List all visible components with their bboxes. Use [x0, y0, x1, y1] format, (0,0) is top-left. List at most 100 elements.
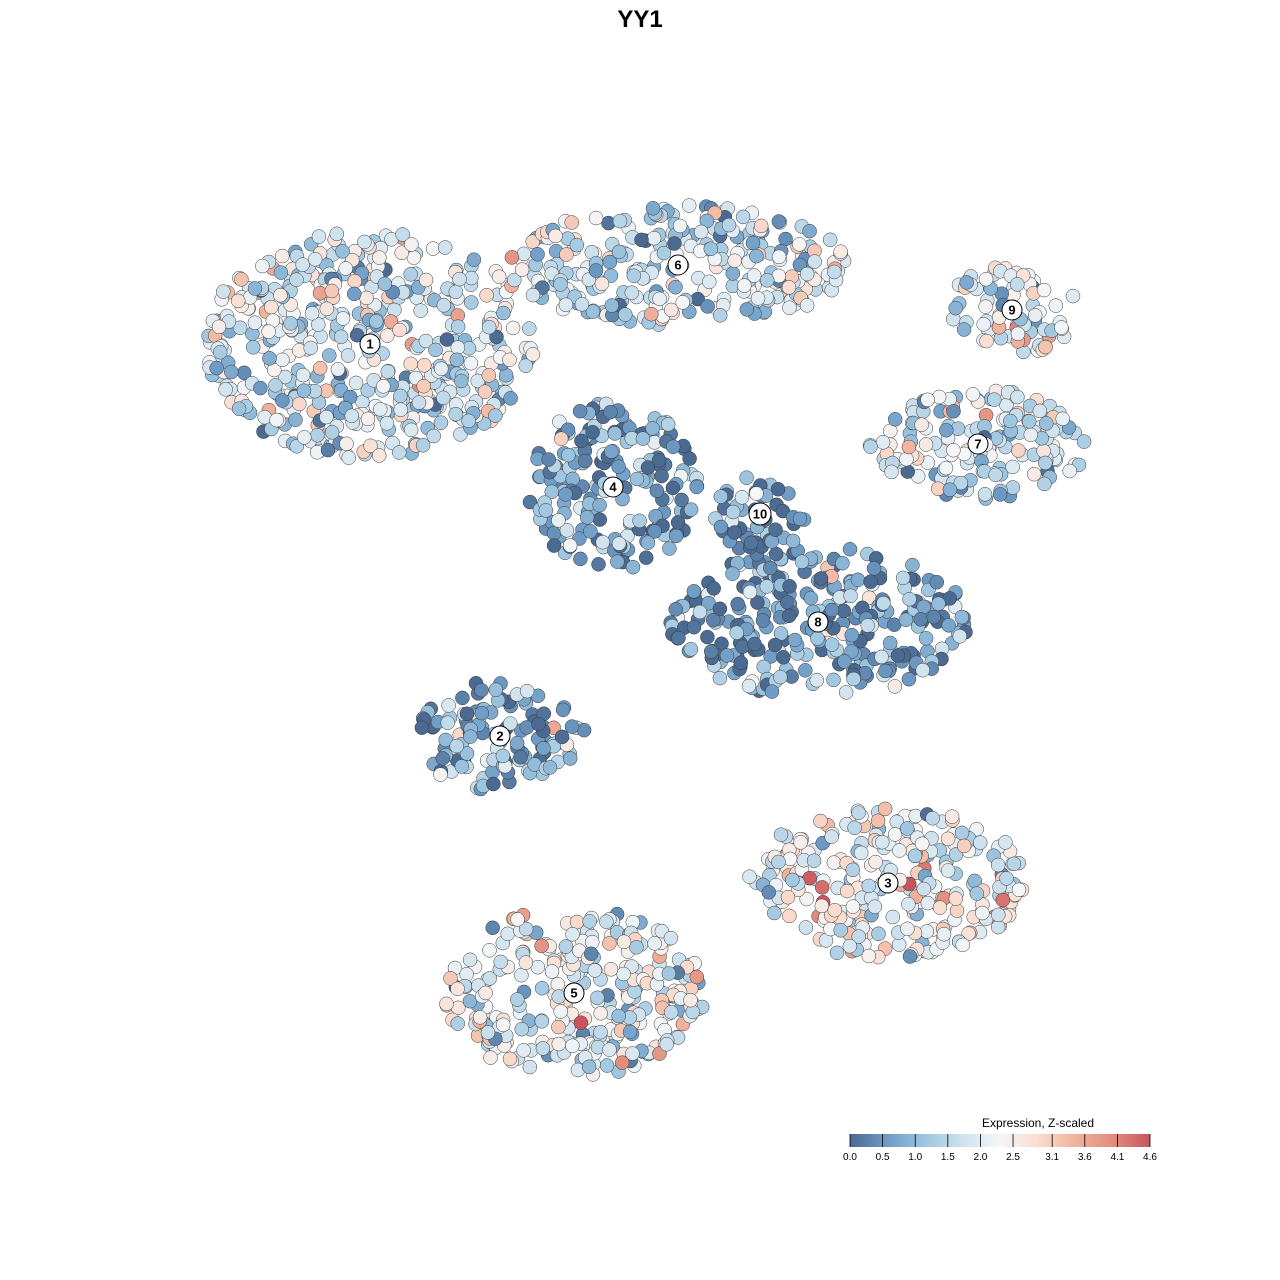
- cell-point: [668, 602, 683, 617]
- cell-point: [916, 881, 932, 897]
- cluster-label-text: 7: [974, 437, 981, 452]
- cell-point: [435, 751, 450, 766]
- cell-point: [393, 402, 408, 417]
- cell-point: [675, 295, 690, 310]
- cell-point: [283, 316, 298, 331]
- cell-point: [663, 930, 679, 946]
- cell-point: [534, 980, 550, 996]
- cell-point: [1023, 427, 1039, 443]
- cell-point: [417, 358, 432, 373]
- cell-point: [918, 631, 934, 646]
- cell-point: [553, 431, 569, 446]
- cell-point: [360, 411, 376, 427]
- cell-point: [474, 705, 490, 721]
- cell-point: [890, 648, 906, 663]
- cell-point: [559, 247, 574, 262]
- cell-point: [322, 348, 337, 363]
- cell-point: [574, 433, 589, 449]
- cell-point: [702, 274, 717, 290]
- cell-point: [525, 347, 541, 362]
- cell-point: [929, 574, 945, 590]
- cell-point: [578, 453, 593, 469]
- cell-point: [656, 245, 672, 261]
- cell-point: [654, 468, 669, 484]
- cluster-label-bubble: [489, 725, 511, 747]
- cell-point: [463, 355, 479, 371]
- cell-point: [591, 557, 606, 572]
- cell-point: [803, 590, 819, 606]
- cell-point: [649, 483, 665, 499]
- cell-point: [681, 198, 697, 213]
- cell-point: [948, 891, 964, 906]
- cell-point: [212, 344, 228, 360]
- cell-point: [959, 275, 974, 290]
- cell-point: [1055, 411, 1070, 427]
- cell-point: [703, 241, 719, 257]
- cell-point: [925, 811, 940, 826]
- cell-point: [602, 1042, 617, 1057]
- cell-point: [275, 352, 290, 368]
- cell-point: [976, 317, 991, 332]
- cell-point: [682, 451, 697, 466]
- cell-point: [273, 287, 288, 303]
- cell-point: [485, 920, 500, 936]
- cell-point: [667, 236, 682, 251]
- cell-point: [750, 291, 766, 306]
- cell-point: [462, 952, 478, 968]
- cell-point: [887, 679, 903, 694]
- cell-point: [651, 453, 667, 468]
- cell-point: [647, 524, 662, 539]
- cell-point: [866, 561, 882, 576]
- cell-point: [946, 404, 961, 419]
- cell-point: [990, 857, 1006, 873]
- cell-point: [307, 252, 323, 267]
- cluster-label-text: 10: [753, 507, 767, 522]
- cell-point: [813, 571, 829, 586]
- cluster-label-1: 1: [359, 333, 381, 355]
- cell-point: [901, 439, 917, 455]
- cell-point: [418, 333, 434, 349]
- cell-point: [534, 938, 549, 954]
- cell-point: [884, 464, 899, 480]
- cluster-label-bubble: [877, 872, 899, 894]
- cell-point: [439, 996, 454, 1012]
- cell-point: [453, 427, 468, 442]
- cell-point: [725, 504, 741, 520]
- cell-point: [665, 439, 681, 455]
- cell-point: [462, 993, 478, 1009]
- cell-point: [505, 320, 521, 336]
- cell-point: [443, 971, 458, 986]
- cell-point: [787, 632, 803, 648]
- cell-point: [863, 439, 878, 454]
- cell-point: [802, 223, 817, 239]
- cell-point: [415, 438, 431, 453]
- cell-point: [913, 612, 928, 627]
- cell-point: [454, 373, 469, 389]
- cell-point: [712, 308, 728, 323]
- cluster-label-9: 9: [1001, 299, 1023, 321]
- cluster-label-bubble: [1001, 299, 1023, 321]
- cell-point: [349, 327, 365, 343]
- colorbar-tick-label: 0.5: [876, 1152, 890, 1163]
- cell-point: [257, 409, 272, 425]
- cell-point: [216, 284, 231, 299]
- cell-point: [603, 404, 618, 420]
- cell-point: [1065, 288, 1081, 304]
- cell-point: [773, 827, 789, 842]
- cell-point: [767, 637, 783, 653]
- cell-point: [860, 618, 875, 633]
- cell-point: [799, 298, 815, 313]
- cell-point: [514, 1021, 529, 1037]
- cell-point: [727, 253, 742, 268]
- cell-point: [593, 1006, 608, 1021]
- cell-point: [357, 234, 372, 250]
- cell-point: [555, 702, 571, 718]
- cell-point: [312, 360, 328, 376]
- cell-point: [551, 513, 566, 528]
- cell-point: [955, 937, 970, 953]
- cell-point: [739, 302, 755, 317]
- cell-point: [546, 538, 562, 553]
- cell-point: [810, 631, 825, 646]
- cell-point: [887, 827, 903, 842]
- cell-point: [861, 878, 876, 894]
